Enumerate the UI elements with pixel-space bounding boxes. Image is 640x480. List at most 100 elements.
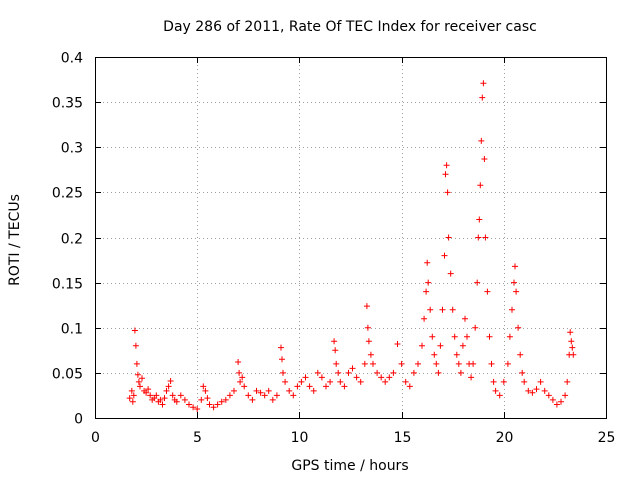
data-point [468, 374, 475, 381]
data-point [153, 392, 160, 399]
data-point [402, 378, 409, 385]
data-point [488, 360, 495, 367]
x-tick-label: 10 [291, 430, 309, 446]
data-point [443, 162, 450, 169]
data-point [282, 378, 289, 385]
data-point [558, 398, 564, 405]
data-point [570, 351, 577, 358]
data-point [147, 392, 154, 399]
data-point [484, 288, 491, 295]
data-point [425, 279, 432, 286]
data-point [492, 387, 499, 394]
data-point [126, 395, 133, 402]
data-point [533, 386, 540, 393]
data-point [345, 369, 352, 376]
data-point [332, 347, 339, 354]
data-point [349, 365, 356, 372]
data-point [206, 401, 213, 408]
data-point [337, 378, 344, 385]
axis-ticks: 0 5 10 15 20 25 0 0.05 0.1 0.15 0.2 0.25 0.3 0.35 0.4 [52, 51, 616, 447]
data-markers [126, 80, 577, 412]
data-point [365, 338, 372, 345]
data-point [173, 398, 180, 405]
data-point [143, 389, 150, 396]
data-point [128, 387, 135, 394]
data-point [131, 327, 138, 334]
data-point [568, 338, 575, 345]
data-point [129, 398, 136, 405]
data-point [137, 383, 143, 390]
data-point [398, 360, 405, 367]
data-point [306, 383, 313, 390]
data-point [294, 383, 301, 390]
data-point [449, 306, 456, 313]
data-point [512, 263, 518, 270]
data-point [529, 389, 536, 396]
data-point [237, 378, 244, 385]
data-point [374, 369, 381, 376]
data-point [517, 351, 524, 358]
data-point [235, 359, 242, 365]
data-point [245, 392, 252, 399]
data-point [273, 392, 280, 399]
data-point [357, 378, 364, 385]
y-tick-label: 0.35 [52, 96, 83, 112]
data-point [511, 279, 517, 286]
data-point [161, 395, 168, 402]
data-point [186, 401, 192, 408]
data-point [567, 329, 574, 336]
data-point [181, 396, 188, 403]
data-point [406, 383, 413, 390]
data-point [280, 369, 286, 376]
y-tick-label: 0.2 [61, 232, 83, 248]
data-point [410, 369, 417, 376]
data-point [165, 383, 172, 390]
data-point [202, 387, 209, 394]
data-point [314, 369, 321, 376]
data-point [353, 374, 360, 381]
data-point [435, 369, 442, 376]
data-point [190, 404, 197, 411]
data-point [239, 374, 246, 381]
data-point [541, 387, 548, 394]
data-point [386, 374, 393, 381]
data-point [455, 360, 462, 367]
data-point [194, 406, 201, 412]
data-point [130, 392, 137, 399]
data-point [218, 398, 225, 405]
y-tick-label: 0.1 [61, 322, 83, 338]
data-point [370, 360, 376, 367]
data-point [177, 392, 184, 399]
data-point [378, 374, 385, 381]
data-point [442, 171, 449, 178]
data-point [479, 94, 486, 101]
grid-lines [95, 57, 606, 418]
data-point [265, 387, 272, 394]
data-point [475, 234, 482, 241]
data-point [159, 401, 166, 408]
data-point [496, 392, 503, 399]
x-tick-label: 15 [394, 430, 412, 446]
data-point [318, 374, 325, 381]
data-point [549, 396, 556, 403]
data-point [444, 189, 451, 196]
x-axis-title: GPS time / hours [291, 458, 408, 474]
data-point [269, 396, 276, 403]
data-point [513, 288, 520, 295]
data-point [472, 324, 479, 331]
data-point [327, 378, 334, 385]
data-point [200, 383, 207, 390]
data-point [553, 401, 560, 408]
data-point [521, 378, 528, 385]
data-point [390, 369, 397, 376]
data-point [431, 351, 438, 358]
data-point [231, 387, 237, 394]
data-point [341, 383, 348, 390]
data-point [506, 333, 513, 340]
data-point [427, 306, 434, 313]
y-tick-label: 0.25 [52, 186, 83, 202]
data-point [457, 369, 464, 376]
data-point [298, 378, 305, 385]
data-point [214, 401, 221, 408]
data-point [323, 383, 329, 390]
